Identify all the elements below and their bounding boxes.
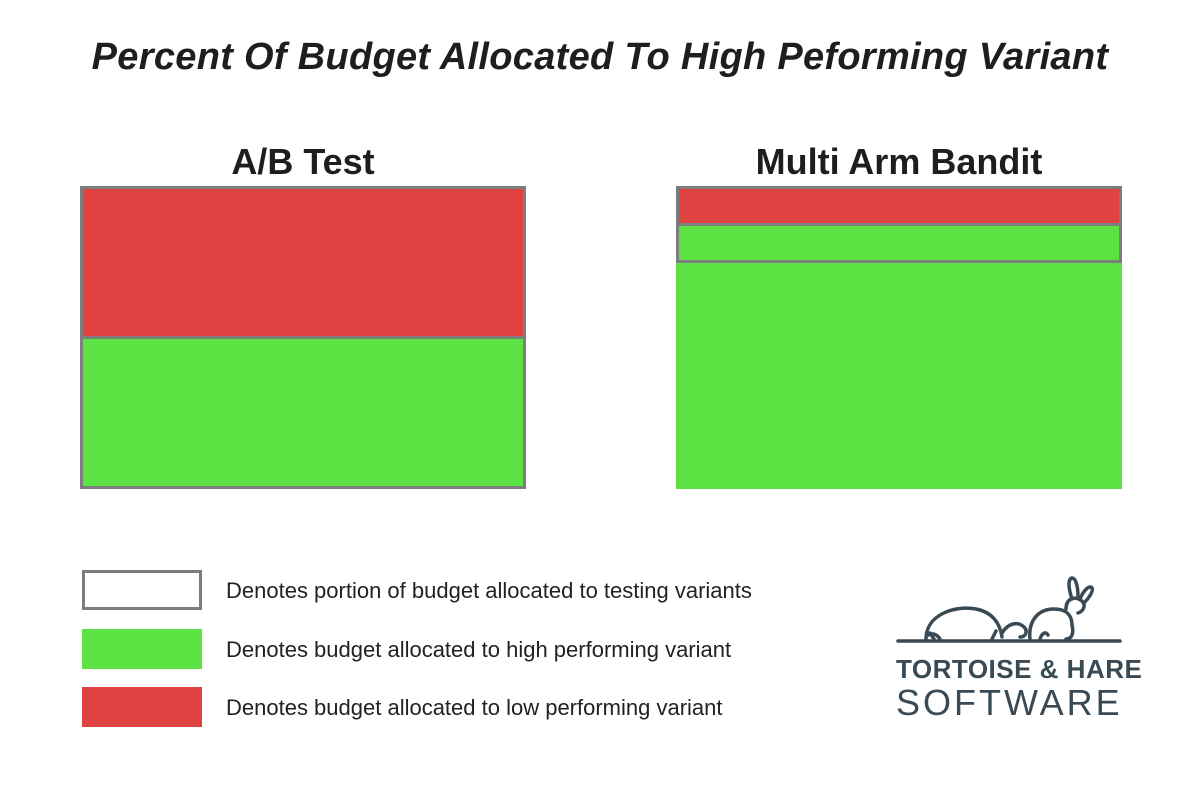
legend-label-high-performing: Denotes budget allocated to high perform… <box>226 637 732 662</box>
logo-line-tortoise-hare: TORTOISE & HARE <box>896 654 1143 684</box>
logo-line-software: SOFTWARE <box>896 682 1123 723</box>
ab-segment-divider <box>80 336 526 339</box>
mab-segment-divider <box>676 223 1122 226</box>
legend-swatch-high-performing <box>82 629 202 669</box>
legend-swatch-low-performing <box>82 687 202 727</box>
ab-high-performing-segment <box>80 338 526 489</box>
ab-test-heading: A/B Test <box>231 141 375 182</box>
multi-arm-bandit-budget-box <box>676 186 1122 489</box>
mab-high-performing-testing-segment <box>676 224 1122 262</box>
diagram-title: Percent Of Budget Allocated To High Pefo… <box>91 36 1109 78</box>
mab-high-performing-segment <box>676 262 1122 489</box>
legend-swatch-testing <box>82 570 202 610</box>
mab-low-performing-segment <box>676 186 1122 224</box>
multi-arm-bandit-heading: Multi Arm Bandit <box>755 141 1043 182</box>
legend-label-testing: Denotes portion of budget allocated to t… <box>226 578 752 603</box>
company-logo: TORTOISE & HARE SOFTWARE <box>896 575 1143 725</box>
ab-low-performing-segment <box>80 186 526 338</box>
ab-test-budget-box <box>80 186 526 489</box>
mab-testing-portion-outline <box>676 186 1122 263</box>
ab-testing-portion-outline <box>80 186 526 489</box>
legend-label-low-performing: Denotes budget allocated to low performi… <box>226 695 723 720</box>
tortoise-and-hare-icon <box>896 576 1122 643</box>
